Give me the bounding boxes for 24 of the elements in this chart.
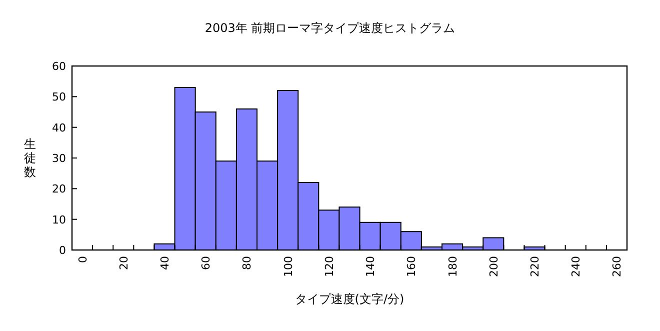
x-tick-label: 0 xyxy=(76,256,90,263)
y-tick-label: 30 xyxy=(52,152,66,165)
x-tick-label: 80 xyxy=(240,256,254,270)
x-tick-label: 260 xyxy=(610,256,624,277)
x-tick-label: 220 xyxy=(528,256,542,277)
y-tick-label: 60 xyxy=(52,60,66,73)
y-tick-label: 20 xyxy=(52,182,66,196)
x-tick-label: 200 xyxy=(487,256,500,277)
y-tick-label: 0 xyxy=(59,244,66,257)
x-tick-label: 60 xyxy=(200,256,213,270)
x-tick-label: 180 xyxy=(446,256,460,277)
chart-title: 2003年 前期ローマ字タイプ速度ヒストグラム xyxy=(204,21,456,35)
y-axis-title: 生徒数 xyxy=(24,137,36,179)
x-tick-label: 160 xyxy=(405,256,418,277)
x-tick-label: 100 xyxy=(282,256,295,277)
y-tick-label: 50 xyxy=(52,90,66,104)
x-tick-label: 120 xyxy=(322,256,336,277)
y-tick-label: 40 xyxy=(52,121,66,134)
x-tick-label: 40 xyxy=(158,256,172,270)
x-tick-label: 20 xyxy=(117,256,130,270)
y-tick-label: 10 xyxy=(52,213,66,226)
x-tick-label: 140 xyxy=(364,256,378,277)
x-tick-label: 240 xyxy=(570,256,583,277)
x-axis-title: タイプ速度(文字/分) xyxy=(294,292,404,306)
